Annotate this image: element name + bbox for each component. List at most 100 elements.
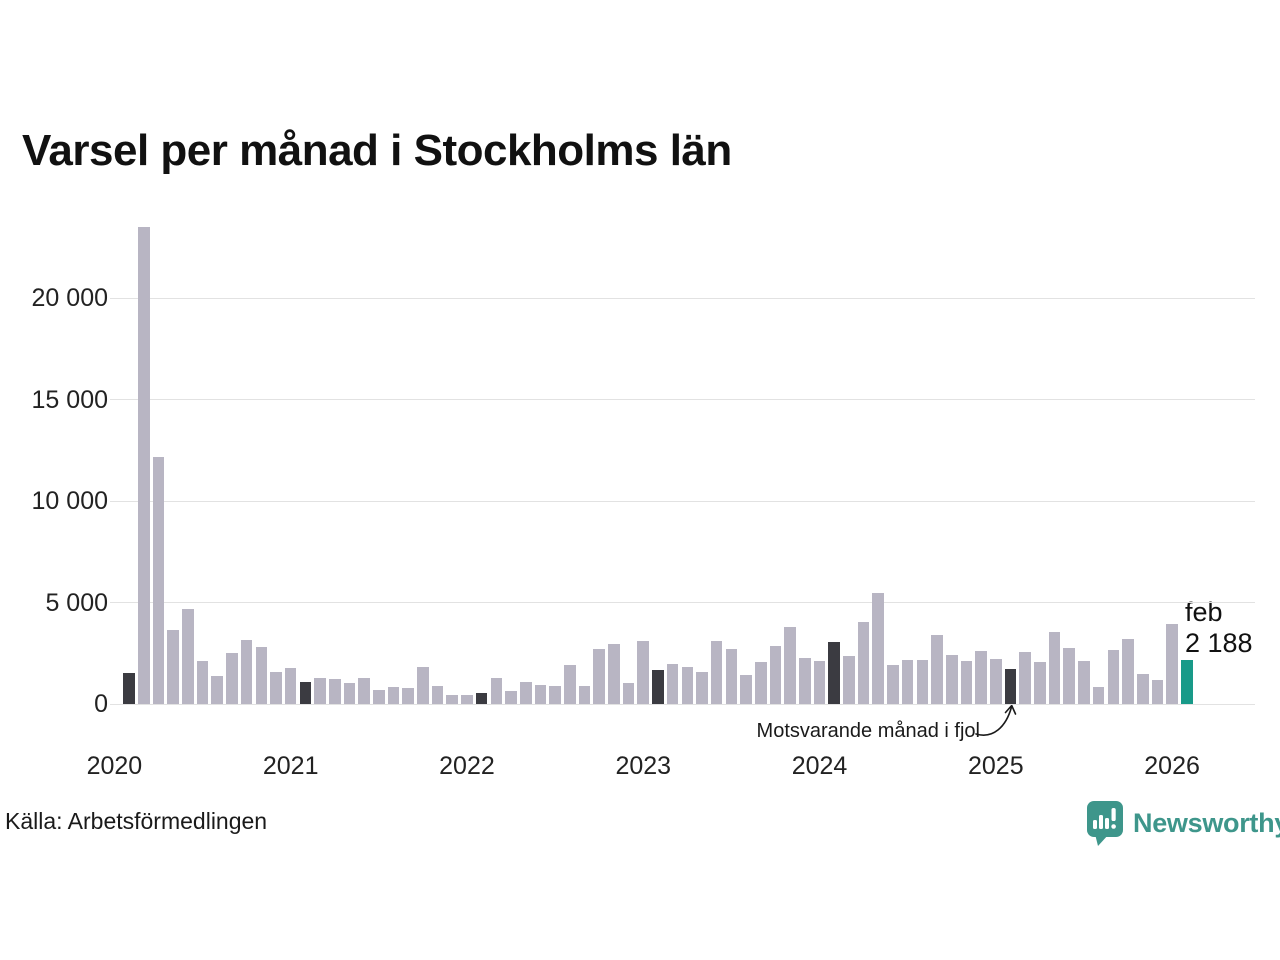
bar-highlight-2025-02 [1004, 668, 1017, 704]
bar-2023-12 [799, 657, 811, 704]
bar-2024-10 [945, 655, 958, 704]
bar-2025-12 [1151, 680, 1164, 704]
bar-2021-06 [358, 677, 370, 704]
x-tick-label-2024: 2024 [791, 752, 848, 780]
bar-2023-10 [769, 646, 782, 704]
bar-2021-05 [343, 682, 356, 704]
bar-highlight-2021-02 [299, 682, 312, 704]
bar-2022-01 [461, 694, 473, 704]
bar-2022-06 [534, 684, 547, 704]
current-value-number: 2 188 [1185, 628, 1253, 658]
bar-2021-01 [284, 667, 297, 704]
bar-2021-04 [328, 679, 341, 704]
bar-2021-08 [387, 686, 400, 704]
gridline-0 [110, 703, 1255, 705]
bar-2025-04 [1034, 661, 1046, 704]
y-tick-label: 0 [94, 690, 108, 718]
source-label: Källa: Arbetsförmedlingen [5, 808, 268, 834]
bar-2025-06 [1063, 648, 1076, 704]
bar-2023-05 [696, 672, 708, 704]
bar-2024-12 [975, 650, 987, 704]
bar-2022-05 [519, 681, 532, 704]
bar-2025-11 [1136, 673, 1149, 704]
bar-2024-07 [901, 659, 914, 704]
bar-2023-01 [637, 640, 650, 704]
bar-2020-07 [196, 660, 209, 704]
bar-2022-12 [622, 682, 635, 704]
bar-2022-11 [608, 643, 620, 704]
bar-2020-06 [182, 609, 194, 704]
gridline-10000 [110, 500, 1255, 502]
bar-2026-01 [1166, 623, 1178, 704]
bar-2020-11 [255, 646, 268, 704]
bar-2020-03 [137, 226, 150, 704]
bar-2025-03 [1019, 652, 1031, 704]
y-tick-label: 10 000 [31, 487, 108, 516]
bar-2021-07 [373, 689, 385, 704]
bar-2023-04 [681, 667, 694, 704]
bar-2025-05 [1048, 632, 1061, 704]
plot-area [110, 220, 1255, 705]
bar-2020-04 [152, 456, 165, 704]
bar-2022-10 [593, 649, 605, 704]
bar-2025-10 [1122, 639, 1134, 704]
bar-2023-11 [784, 626, 796, 704]
newsworthy-wordmark: Newsworthy [1133, 807, 1280, 838]
bar-2022-09 [578, 686, 591, 704]
bar-2025-09 [1107, 650, 1120, 704]
bar-2025-01 [990, 659, 1002, 704]
chart-title: Varsel per månad i Stockholms län [22, 126, 732, 175]
bar-current-2026-02 [1180, 659, 1193, 704]
bar-2021-12 [446, 695, 459, 704]
annotation-arrow-icon [975, 704, 1017, 736]
x-tick-label-2025: 2025 [967, 752, 1024, 780]
bar-2022-03 [490, 677, 503, 704]
bar-2023-03 [666, 663, 679, 704]
gridline-15000 [110, 399, 1255, 401]
bar-2024-05 [872, 592, 885, 704]
gridline-5000 [110, 602, 1255, 604]
bar-highlight-2022-02 [475, 692, 488, 704]
bar-2022-07 [549, 686, 561, 704]
bar-2025-07 [1078, 661, 1090, 704]
bar-2024-03 [843, 655, 855, 704]
x-tick-label-2022: 2022 [439, 752, 495, 780]
newsworthy-icon [1087, 801, 1123, 846]
y-tick-label: 5 000 [45, 588, 108, 617]
bar-2020-05 [167, 630, 179, 704]
bar-2025-08 [1092, 687, 1105, 704]
bar-2020-10 [240, 640, 253, 704]
bar-2021-11 [431, 686, 444, 704]
x-tick-label-2026: 2026 [1144, 752, 1200, 780]
newsworthy-logo: Newsworthy [1086, 800, 1280, 846]
bar-2024-01 [813, 660, 826, 704]
bar-highlight-2020-02 [123, 672, 135, 704]
bar-2024-04 [857, 621, 870, 704]
x-tick-label-2021: 2021 [262, 752, 319, 780]
bar-2020-12 [270, 671, 282, 704]
annotation-label: Motsvarande månad i fjol [756, 720, 980, 742]
bar-2021-03 [314, 677, 326, 704]
bar-2020-09 [226, 652, 238, 704]
bar-2023-08 [740, 675, 752, 704]
bar-2022-04 [505, 691, 517, 704]
bar-2024-08 [916, 659, 929, 704]
bar-2024-09 [931, 634, 943, 704]
bar-2024-11 [960, 661, 973, 704]
bar-2021-10 [417, 667, 429, 704]
current-value-label: feb 2 188 [1185, 597, 1253, 659]
gridline-20000 [110, 297, 1255, 299]
x-tick-label-2020: 2020 [86, 752, 143, 780]
bar-2023-07 [725, 649, 738, 704]
bar-highlight-2023-02 [652, 669, 664, 704]
bar-2024-06 [887, 665, 899, 704]
x-tick-label-2023: 2023 [615, 752, 672, 780]
bar-2023-09 [754, 661, 767, 704]
bar-2023-06 [710, 640, 723, 704]
bar-highlight-2024-02 [828, 641, 840, 704]
y-tick-label: 20 000 [31, 284, 108, 313]
bar-2021-09 [402, 688, 414, 704]
y-tick-label: 15 000 [31, 385, 108, 414]
bar-2022-08 [564, 665, 576, 704]
